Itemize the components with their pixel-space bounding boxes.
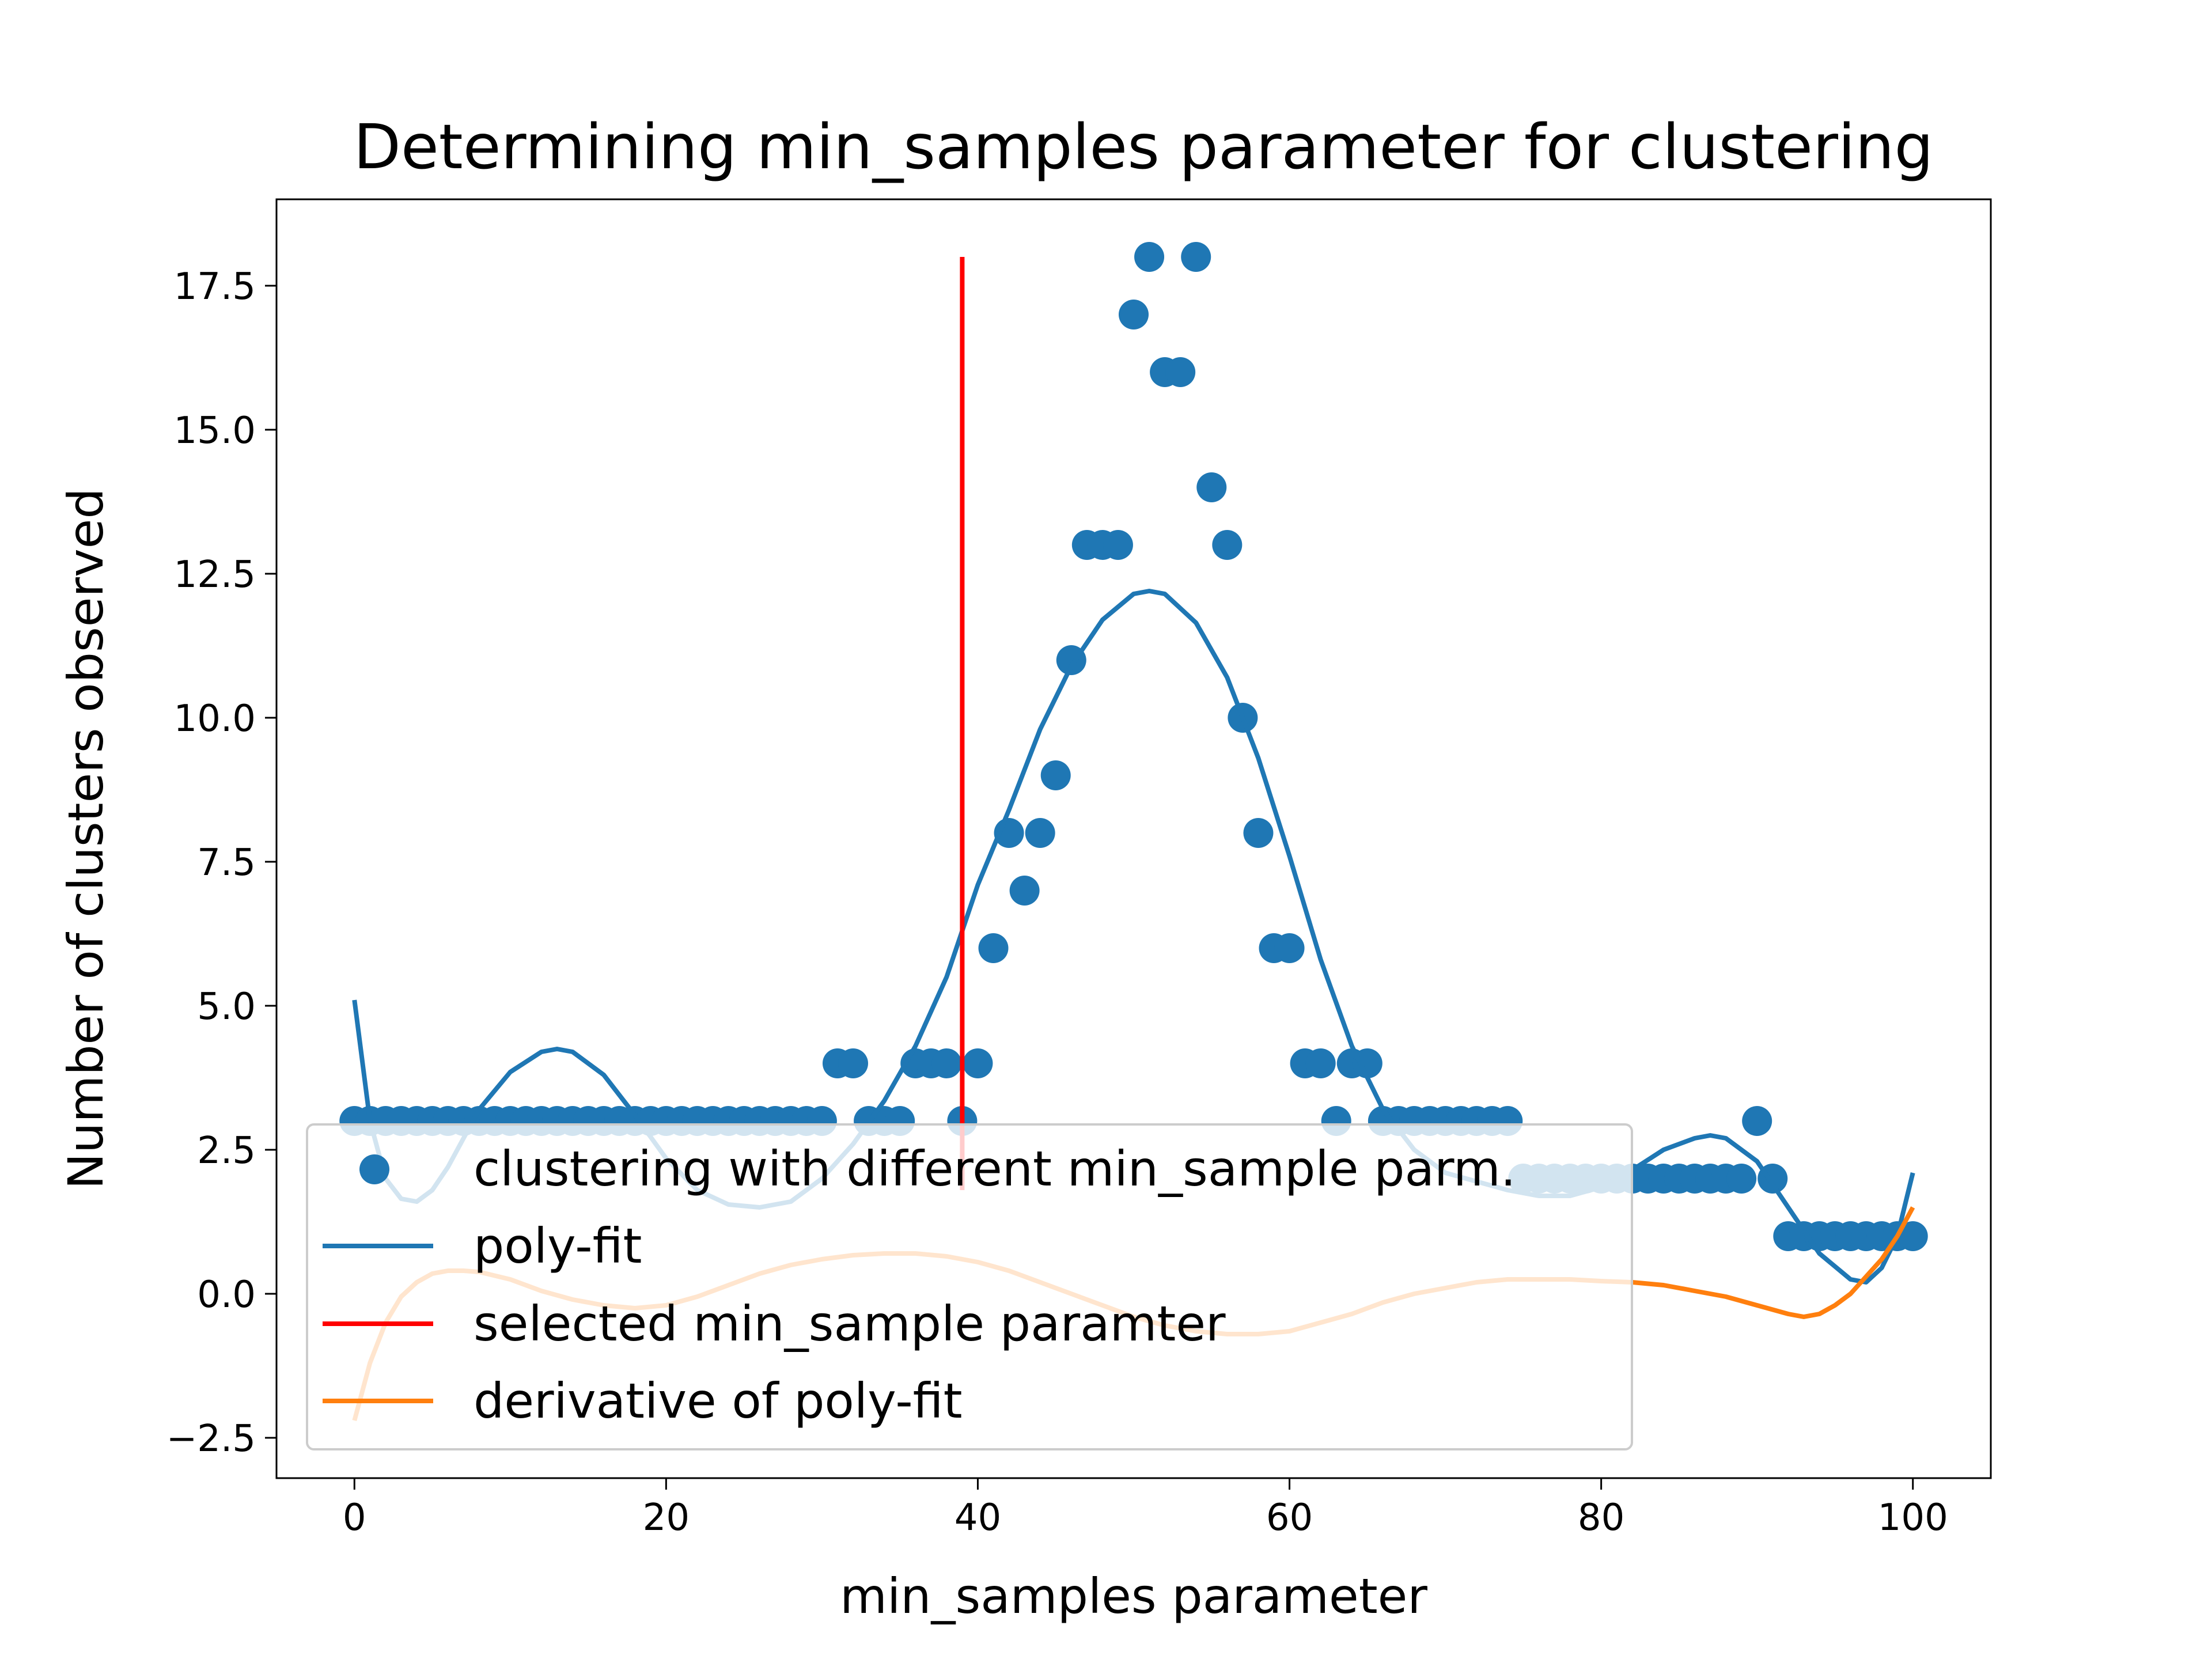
scatter-point — [1165, 357, 1196, 387]
x-tick-label: 80 — [1578, 1497, 1624, 1539]
legend-label-poly-fit: poly-fit — [474, 1218, 642, 1274]
y-tick-label: −2.5 — [166, 1418, 256, 1460]
y-axis-label: Number of clusters observed — [58, 488, 114, 1189]
y-tick-label: 5.0 — [197, 986, 256, 1028]
y-tick-label: 7.5 — [197, 842, 256, 884]
legend-marker-scatter — [359, 1154, 389, 1184]
legend: clustering with different min_sample par… — [306, 1123, 1633, 1450]
legend-box — [306, 1123, 1633, 1450]
y-tick-label: 12.5 — [174, 554, 256, 596]
y-tick-label: 17.5 — [174, 266, 256, 308]
scatter-point — [1134, 242, 1165, 272]
y-tick-label: 2.5 — [197, 1130, 256, 1172]
scatter-point — [1103, 530, 1133, 560]
x-axis-label: min_samples parameter — [840, 1568, 1427, 1624]
scatter-point — [1897, 1221, 1928, 1251]
y-tick-label: 15.0 — [174, 410, 256, 452]
poly-fit-line — [352, 589, 1915, 1285]
scatter-point — [1742, 1106, 1772, 1136]
scatter-point — [931, 1048, 962, 1078]
x-axis: 0 20 40 60 80 100 — [343, 1478, 1948, 1539]
scatter-point — [1181, 242, 1211, 272]
x-tick-label: 20 — [643, 1497, 690, 1539]
x-tick-label: 0 — [343, 1497, 366, 1539]
x-tick-label: 100 — [1878, 1497, 1948, 1539]
legend-label-derivative: derivative of poly-fit — [474, 1373, 963, 1429]
scatter-point — [978, 933, 1009, 963]
scatter-point — [1212, 530, 1243, 560]
x-tick-label: 40 — [955, 1497, 1001, 1539]
scatter-point — [1274, 933, 1305, 963]
scatter-point — [1352, 1048, 1382, 1078]
scatter-point — [1025, 818, 1055, 848]
plot-frame — [275, 198, 1992, 1479]
scatter-point — [1040, 760, 1071, 790]
scatter-point — [1009, 876, 1040, 906]
legend-label-scatter: clustering with different min_sample par… — [474, 1141, 1516, 1197]
scatter-point — [1726, 1164, 1757, 1194]
scatter-point — [1119, 300, 1149, 329]
scatter-point — [1196, 472, 1227, 502]
chart-title: Determining min_samples parameter for cl… — [354, 112, 1934, 183]
y-tick-label: 10.0 — [174, 698, 256, 740]
scatter-point — [1305, 1048, 1336, 1078]
scatter-point — [1243, 818, 1274, 848]
legend-label-selected: selected min_sample paramter — [474, 1296, 1226, 1352]
x-tick-label: 60 — [1266, 1497, 1313, 1539]
y-axis: −2.5 0.0 2.5 5.0 7.5 10.0 12.5 15.0 17.5 — [166, 266, 276, 1460]
scatter-point — [963, 1048, 993, 1078]
scatter-point — [838, 1048, 869, 1078]
y-tick-label: 0.0 — [197, 1274, 256, 1316]
